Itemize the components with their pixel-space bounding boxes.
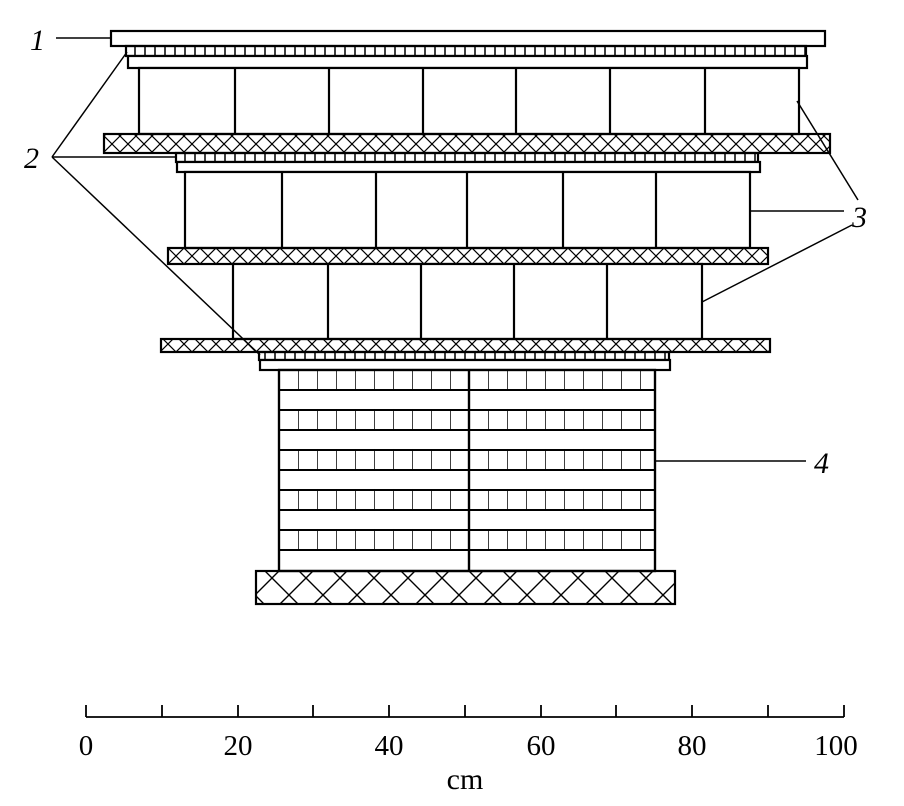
top-plate bbox=[109, 29, 827, 48]
scale-tick-label: 40 bbox=[375, 730, 404, 762]
bearing-plate-bottom bbox=[258, 358, 672, 372]
bearing-plate-top bbox=[126, 54, 809, 70]
scale-tick-label: 20 bbox=[224, 730, 253, 762]
leader-lines bbox=[51, 37, 859, 462]
bearing-plate-middle bbox=[175, 160, 762, 174]
bearing-strip-top bbox=[124, 44, 808, 58]
callout-1: 1 bbox=[30, 24, 45, 57]
callout-4: 4 bbox=[814, 447, 829, 480]
hatched-slab-2 bbox=[166, 246, 770, 266]
scale-tick-label: 80 bbox=[678, 730, 707, 762]
hatched-slab-1 bbox=[102, 132, 832, 155]
scale-tick-label: 0 bbox=[79, 730, 94, 762]
scale-tick-label: 100 bbox=[814, 730, 858, 762]
hatched-slab-3 bbox=[159, 337, 772, 354]
callout-3: 3 bbox=[851, 201, 867, 234]
scale-bar bbox=[85, 705, 845, 718]
scale-tick-label: 60 bbox=[527, 730, 556, 762]
callout-2: 2 bbox=[24, 142, 39, 175]
block-tier-3 bbox=[231, 262, 704, 341]
base-slab bbox=[254, 569, 677, 606]
scale-unit: cm bbox=[447, 763, 484, 796]
bearing-strip-middle bbox=[174, 151, 760, 164]
bearing-strip-bottom bbox=[257, 350, 671, 362]
block-tier-1 bbox=[137, 66, 801, 136]
